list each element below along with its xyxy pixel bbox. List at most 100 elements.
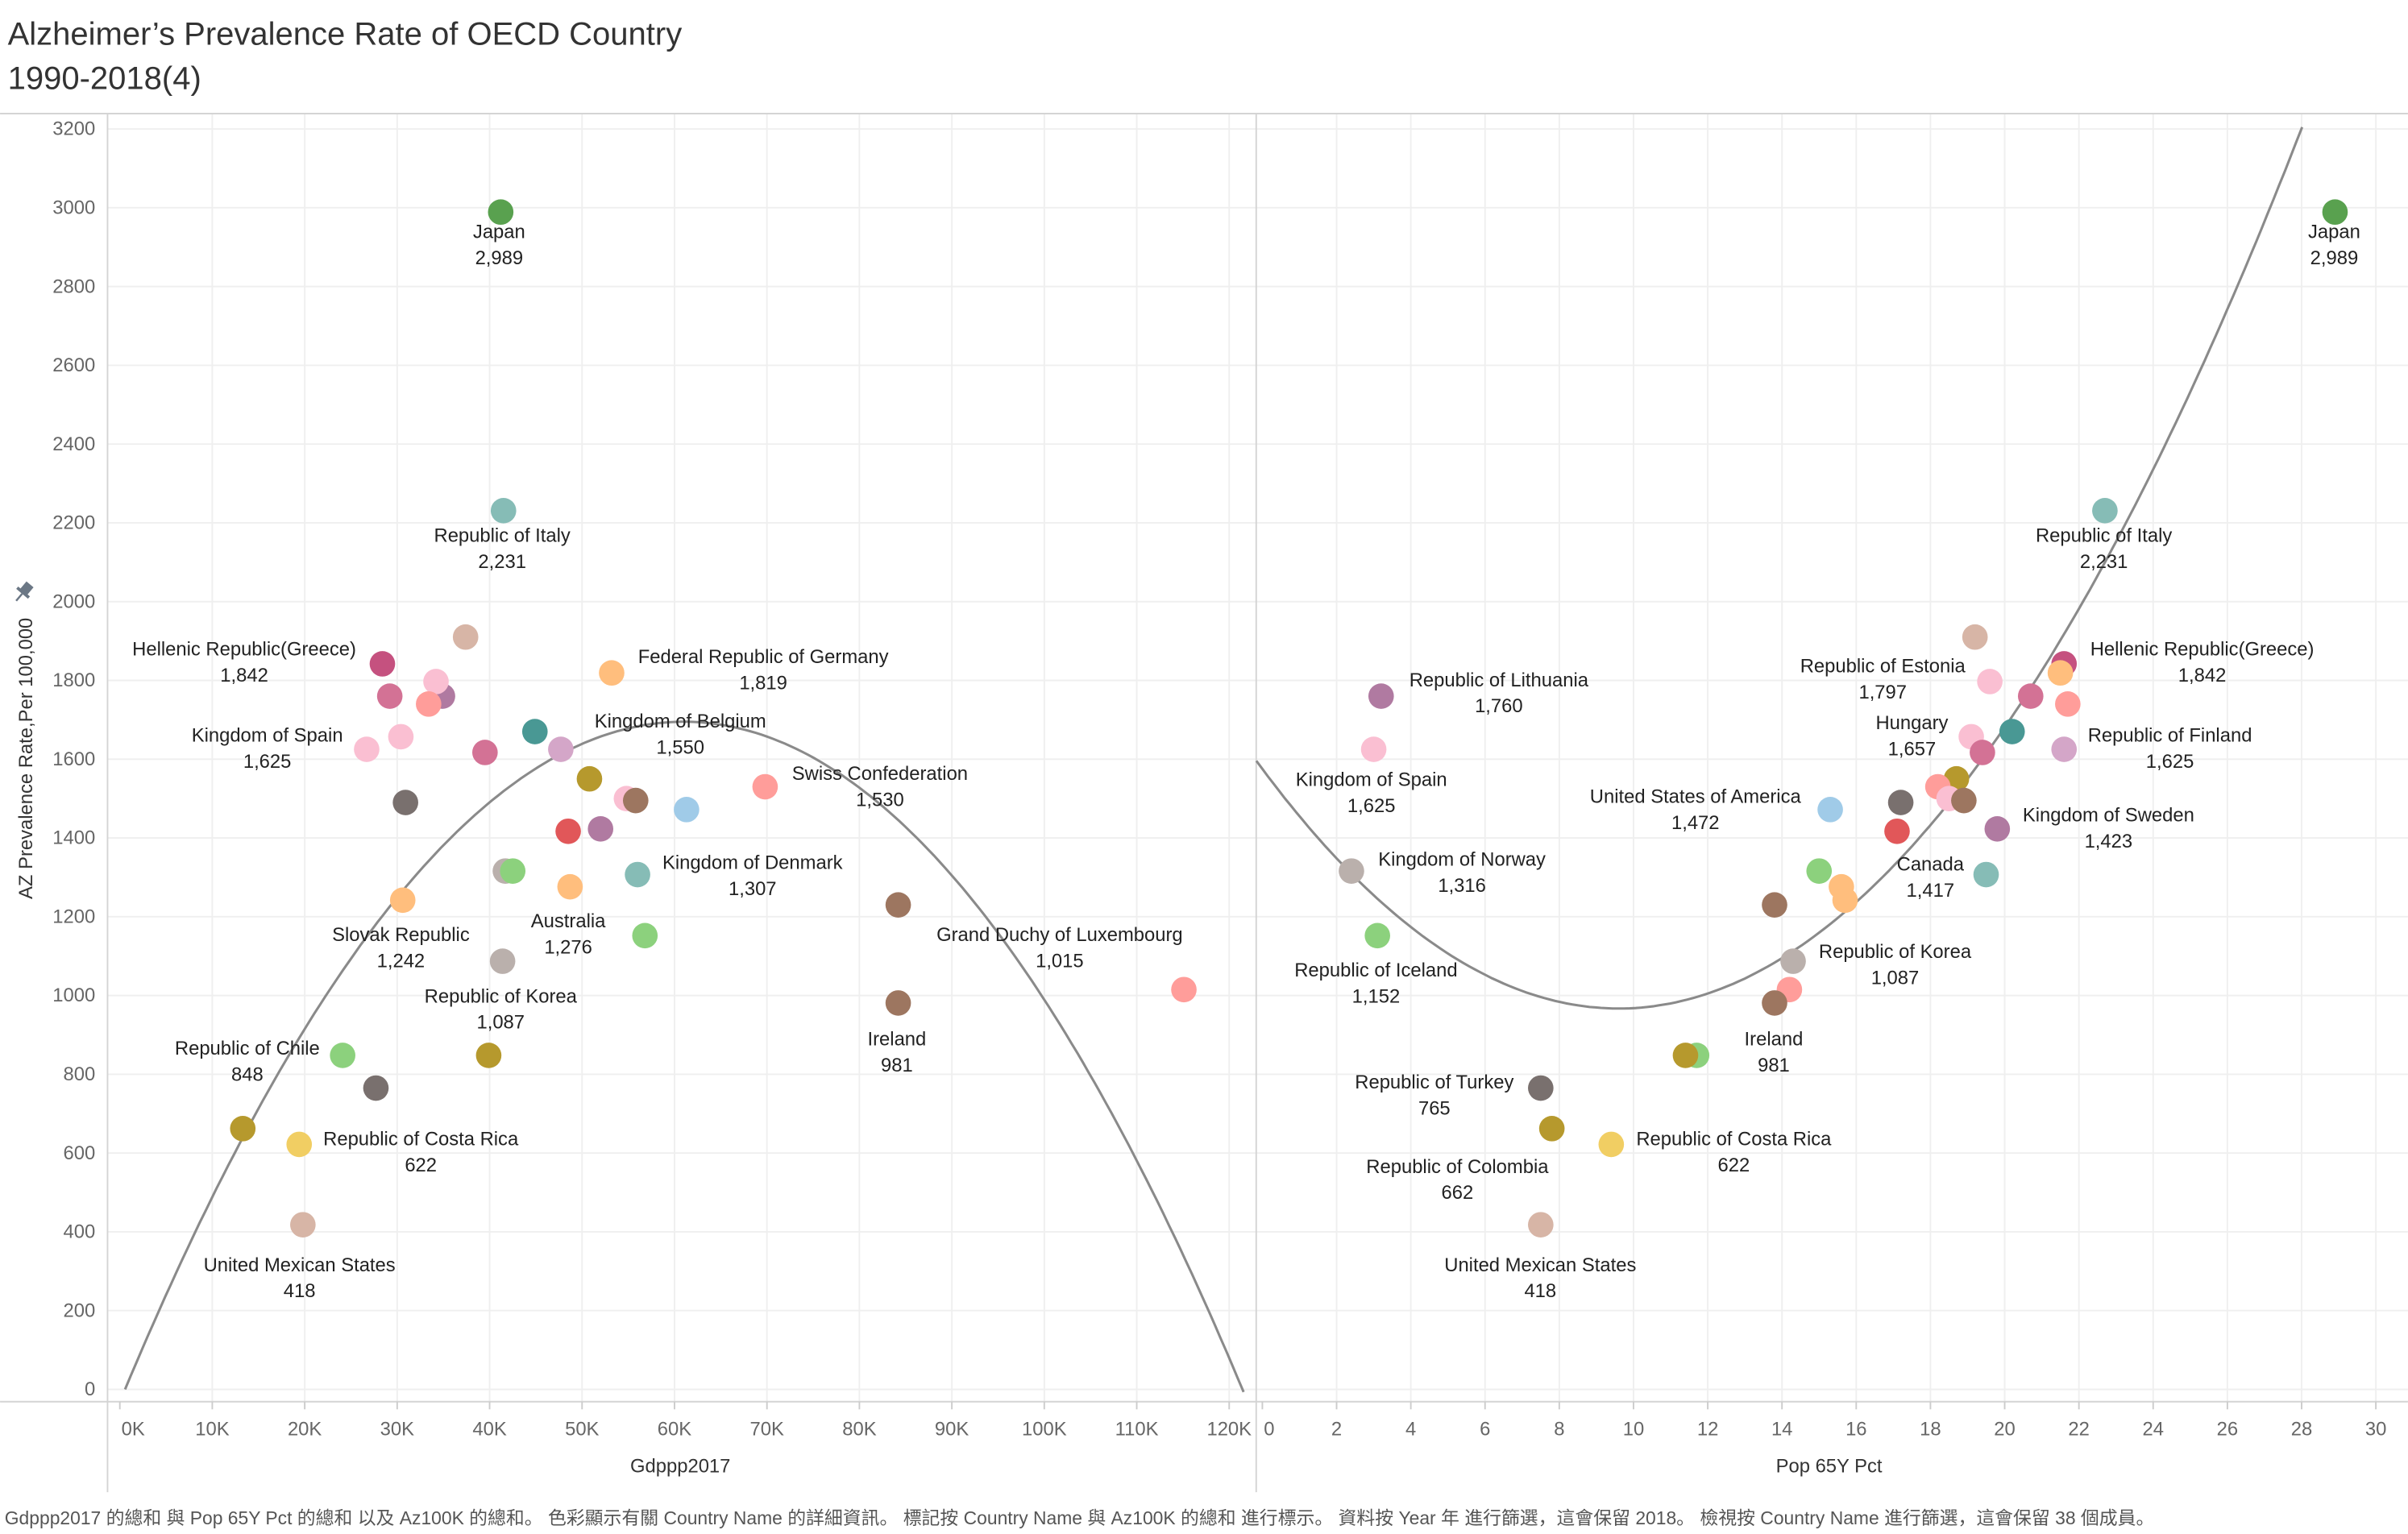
data-point[interactable] — [2017, 683, 2044, 709]
data-point[interactable] — [230, 1116, 256, 1142]
y-tick-label: 1400 — [52, 827, 95, 849]
data-point[interactable] — [548, 736, 574, 762]
data-point[interactable] — [1364, 922, 1391, 949]
data-point[interactable] — [1538, 1116, 1565, 1142]
data-point[interactable] — [1984, 816, 2011, 842]
data-point[interactable] — [475, 1043, 502, 1068]
data-point[interactable] — [1977, 669, 2003, 694]
y-axis-title: AZ Prevalence Rate,Per 100,000 — [15, 618, 37, 899]
data-point[interactable] — [1528, 1075, 1554, 1101]
data-point[interactable] — [1528, 1212, 1554, 1238]
pin-icon[interactable] — [10, 579, 36, 606]
data-point[interactable] — [752, 773, 778, 800]
x-tick-label: 30 — [2365, 1419, 2386, 1441]
point-label-value: 1,819 — [739, 673, 787, 694]
point-label-name: Republic of Estonia — [1800, 656, 1966, 678]
y-tick-label: 1800 — [52, 670, 95, 691]
data-point[interactable] — [2047, 660, 2074, 686]
point-label-name: United Mexican States — [1444, 1254, 1636, 1276]
data-point[interactable] — [286, 1131, 313, 1158]
data-point[interactable] — [488, 199, 514, 226]
point-label-name: Swiss Confederation — [792, 763, 968, 785]
point-label-value: 1,276 — [544, 936, 592, 958]
data-point[interactable] — [452, 624, 479, 650]
x-tick-label: 14 — [1771, 1419, 1792, 1441]
data-point[interactable] — [354, 736, 380, 762]
point-label-name: Federal Republic of Germany — [638, 646, 889, 668]
data-point[interactable] — [1762, 990, 1787, 1016]
data-point[interactable] — [389, 887, 416, 914]
point-label-value: 2,989 — [475, 247, 524, 269]
data-point[interactable] — [1806, 858, 1833, 884]
data-point[interactable] — [1171, 976, 1197, 1003]
data-point[interactable] — [557, 873, 583, 900]
data-point[interactable] — [1368, 683, 1394, 709]
data-point[interactable] — [1817, 797, 1843, 823]
footer-caption: Gdppp2017 的總和 與 Pop 65Y Pct 的總和 以及 Az100… — [5, 1507, 2155, 1528]
trend-lines — [123, 126, 2304, 1393]
data-point[interactable] — [1887, 790, 1914, 815]
data-point[interactable] — [1962, 624, 1988, 650]
data-point[interactable] — [1780, 948, 1806, 974]
data-point[interactable] — [625, 861, 650, 888]
data-point[interactable] — [1884, 818, 1910, 844]
data-point[interactable] — [1999, 719, 2025, 744]
point-label-name: Kingdom of Belgium — [595, 711, 766, 732]
point-label-value: 981 — [1758, 1055, 1790, 1076]
data-point[interactable] — [885, 990, 911, 1016]
data-point[interactable] — [587, 816, 614, 842]
data-point[interactable] — [369, 651, 396, 677]
y-tick-label: 0 — [85, 1379, 95, 1400]
data-point[interactable] — [1762, 892, 1787, 918]
x-tick-label: 6 — [1480, 1419, 1490, 1441]
point-label-name: Canada — [1897, 853, 1965, 875]
point-label-value: 1,842 — [2178, 665, 2227, 686]
data-point[interactable] — [1598, 1131, 1625, 1158]
data-point[interactable] — [1973, 861, 1999, 888]
point-label-name: Hungary — [1875, 712, 1948, 734]
data-point[interactable] — [576, 765, 603, 792]
data-point[interactable] — [1360, 736, 1387, 762]
data-point[interactable] — [632, 922, 658, 949]
data-point[interactable] — [1970, 740, 1995, 765]
data-point[interactable] — [1832, 887, 1858, 914]
data-point[interactable] — [2055, 691, 2081, 717]
point-label-name: Republic of Italy — [2036, 525, 2172, 547]
data-point[interactable] — [521, 719, 548, 744]
x-tick-label: 110K — [1115, 1419, 1159, 1441]
data-point[interactable] — [2322, 199, 2348, 226]
y-tick-label: 400 — [63, 1221, 95, 1243]
data-point[interactable] — [392, 790, 418, 815]
x-tick-label: 28 — [2291, 1419, 2312, 1441]
data-point[interactable] — [330, 1043, 355, 1068]
data-point[interactable] — [388, 723, 414, 750]
data-point[interactable] — [2051, 736, 2078, 762]
data-point[interactable] — [555, 818, 581, 844]
data-point[interactable] — [622, 787, 649, 814]
data-point[interactable] — [599, 660, 625, 686]
data-point[interactable] — [471, 740, 498, 765]
point-label-name: United Mexican States — [204, 1254, 396, 1276]
point-label-name: Kingdom of Denmark — [662, 852, 843, 874]
data-point[interactable] — [376, 683, 403, 709]
x-axis-title-gdp: Gdppp2017 — [630, 1455, 730, 1477]
data-point[interactable] — [416, 691, 442, 717]
x-tick-label: 16 — [1845, 1419, 1866, 1441]
data-point[interactable] — [885, 892, 911, 918]
data-point[interactable] — [674, 797, 700, 823]
data-point[interactable] — [363, 1075, 389, 1101]
data-point[interactable] — [500, 858, 526, 884]
data-point[interactable] — [2092, 497, 2118, 524]
data-point[interactable] — [490, 497, 517, 524]
data-point[interactable] — [1672, 1043, 1699, 1068]
data-point[interactable] — [423, 669, 449, 694]
data-point[interactable] — [1951, 787, 1977, 814]
x-tick-label: 30K — [380, 1419, 414, 1441]
data-point[interactable] — [1339, 858, 1364, 884]
data-point[interactable] — [489, 948, 516, 974]
data-point[interactable] — [290, 1212, 316, 1238]
point-label-name: Hellenic Republic(Greece) — [132, 639, 356, 661]
point-label-value: 1,797 — [1858, 682, 1907, 703]
point-label-value: 1,242 — [377, 950, 426, 972]
x-tick-label: 0K — [122, 1419, 145, 1441]
